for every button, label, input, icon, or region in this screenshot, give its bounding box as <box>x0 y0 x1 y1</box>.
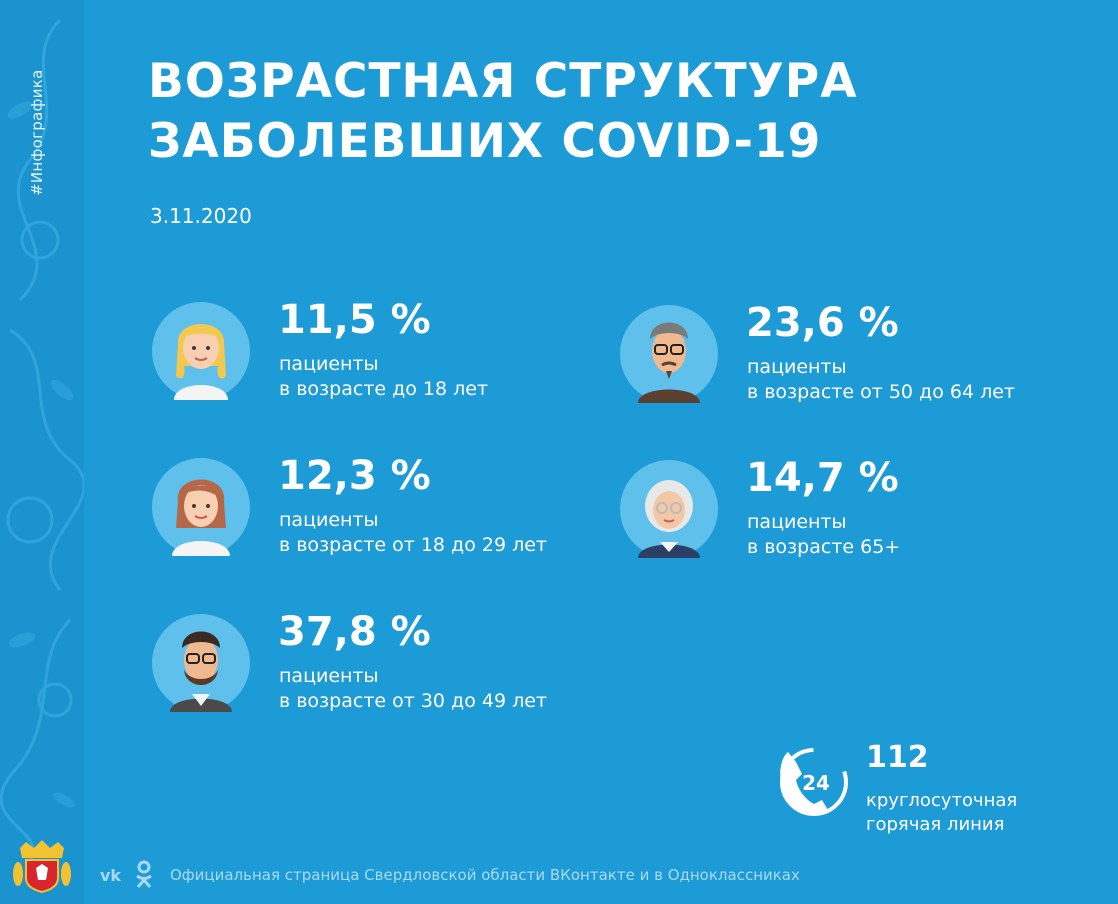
title-line-1: ВОЗРАСТНАЯ СТРУКТУРА <box>148 54 858 109</box>
hotline-line-2: горячая линия <box>866 814 1005 835</box>
stat-value: 23,6 % <box>746 300 899 346</box>
hotline-number: 112 <box>866 740 929 775</box>
stat-age: в возрасте от 50 до 64 лет <box>747 381 1015 403</box>
decorative-sidebar: #Инфографика <box>0 0 84 904</box>
vk-icon[interactable]: vk <box>100 866 122 885</box>
middle-aged-man-avatar-icon <box>620 305 718 403</box>
odnoklassniki-icon[interactable] <box>134 860 154 888</box>
stat-age: в возрасте 65+ <box>747 536 901 558</box>
elderly-woman-avatar-icon <box>620 460 718 558</box>
stat-value: 14,7 % <box>746 455 899 501</box>
girl-avatar-icon <box>152 302 250 400</box>
floral-pattern-icon <box>0 18 84 861</box>
stat-age: в возрасте до 18 лет <box>279 378 489 400</box>
hotline-badge: 24 <box>802 771 830 795</box>
stat-value: 11,5 % <box>278 297 431 343</box>
title-line-2: ЗАБОЛЕВШИХ COVID-19 <box>148 114 822 169</box>
stat-value: 12,3 % <box>278 453 431 499</box>
hotline-line-1: круглосуточная <box>866 790 1018 811</box>
date-label: 3.11.2020 <box>150 204 252 228</box>
stat-label: пациенты <box>279 353 379 375</box>
stat-label: пациенты <box>279 509 379 531</box>
young-woman-avatar-icon <box>152 458 250 556</box>
bearded-man-avatar-icon <box>152 614 250 712</box>
stat-label: пациенты <box>747 511 847 533</box>
stat-age: в возрасте от 30 до 49 лет <box>279 690 547 712</box>
stat-label: пациенты <box>279 665 379 687</box>
stat-value: 37,8 % <box>278 609 431 655</box>
hashtag-label: #Инфографика <box>28 69 46 196</box>
footer-caption: Официальная страница Свердловской област… <box>170 866 800 884</box>
coat-of-arms-icon <box>13 840 71 894</box>
stat-label: пациенты <box>747 356 847 378</box>
phone-24-icon: 24 <box>780 748 848 816</box>
stat-age: в возрасте от 18 до 29 лет <box>279 534 547 556</box>
page-title: ВОЗРАСТНАЯ СТРУКТУРА ЗАБОЛЕВШИХ COVID-19 <box>148 52 858 172</box>
